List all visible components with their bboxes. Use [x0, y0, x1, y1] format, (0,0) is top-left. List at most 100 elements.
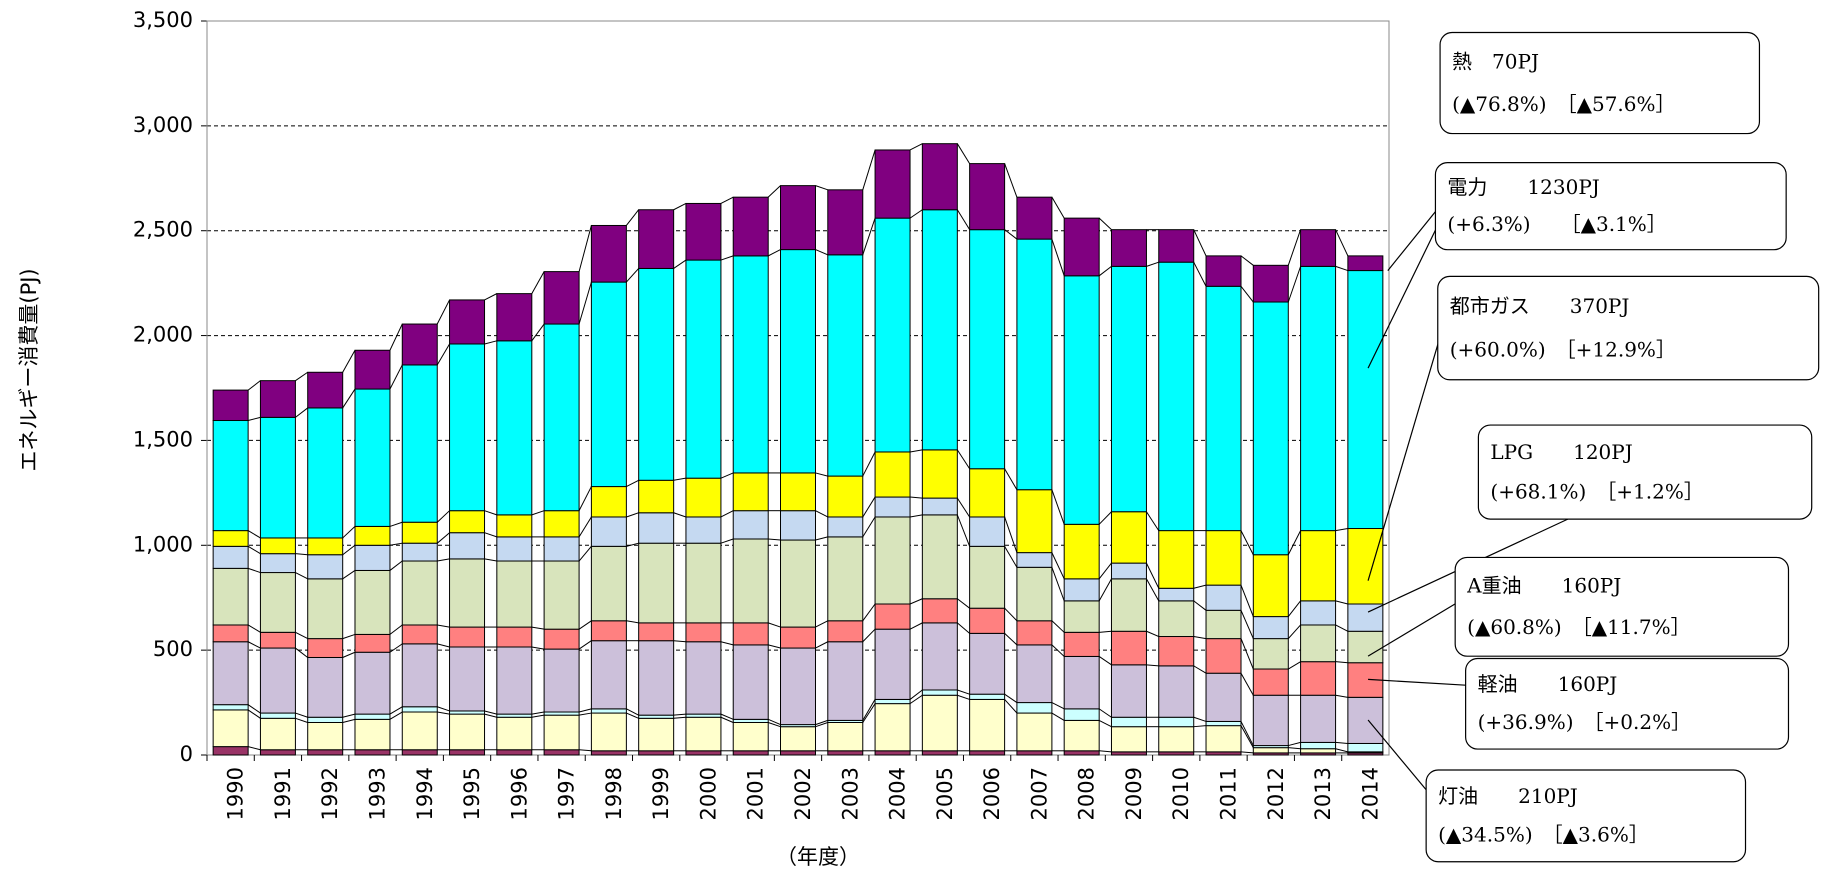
- series-line: [1193, 716, 1207, 722]
- x-tick-label: 1991: [271, 767, 295, 820]
- series-line: [1146, 578, 1160, 602]
- series-line: [862, 628, 876, 643]
- bar-segment: [969, 607, 1006, 634]
- bar-segment: [1016, 620, 1053, 646]
- series-line: [768, 644, 781, 649]
- series-line: [437, 711, 450, 715]
- bar-segment: [1205, 584, 1242, 611]
- series-line: [436, 299, 450, 325]
- bar-segment: [401, 749, 438, 756]
- bar-segment: [1158, 636, 1195, 667]
- bar-segment: [401, 706, 438, 713]
- callout-text: (+6.3%) ［▲3.1%］: [1447, 212, 1666, 236]
- series-line: [1240, 638, 1254, 670]
- series-line: [1146, 511, 1160, 531]
- bar-segment: [496, 626, 533, 648]
- bar-segment: [1063, 708, 1100, 721]
- x-axis-title: （年度）: [776, 845, 860, 869]
- bar-segment: [496, 340, 533, 516]
- series-line: [1335, 748, 1348, 753]
- series-line: [484, 558, 497, 562]
- series-line: [247, 704, 261, 714]
- x-tick-label: 2001: [744, 767, 768, 820]
- series-line: [1146, 664, 1159, 667]
- bar-segment: [307, 578, 344, 640]
- x-tick-label: 1994: [413, 767, 437, 820]
- bar-segment: [449, 510, 486, 534]
- bar-segment: [590, 620, 627, 642]
- y-tick-label: 2,000: [133, 323, 193, 347]
- bar-segment: [874, 496, 911, 518]
- callout-box: [1437, 275, 1820, 381]
- bar-segment: [1016, 566, 1053, 622]
- series-line: [625, 209, 640, 226]
- bar-segment: [921, 209, 958, 451]
- bar-segment: [685, 477, 722, 518]
- bar-segment: [1158, 600, 1195, 638]
- bar-segment: [921, 143, 958, 211]
- series-line: [956, 449, 971, 470]
- series-line: [1099, 630, 1112, 633]
- bar-segment: [496, 646, 533, 715]
- series-line: [815, 719, 828, 726]
- series-line: [1004, 516, 1018, 553]
- bar-segment: [1347, 696, 1384, 744]
- series-line: [1193, 584, 1207, 589]
- series-line: [1240, 285, 1254, 303]
- bar-segment: [354, 544, 391, 571]
- series-line: [1193, 261, 1207, 287]
- series-line: [767, 249, 781, 257]
- bar-segment: [732, 622, 769, 646]
- bar-segment: [1110, 578, 1147, 632]
- series-line: [1098, 265, 1112, 277]
- series-line: [1099, 750, 1112, 753]
- bar-segment: [685, 259, 722, 479]
- x-tick-label: 2005: [933, 767, 957, 820]
- bar-segment: [1063, 275, 1100, 525]
- series-line: [909, 689, 923, 700]
- bar-segment: [259, 416, 296, 539]
- bar-segment: [496, 293, 533, 342]
- series-line: [1240, 255, 1254, 266]
- series-line: [909, 514, 923, 518]
- callout-text: 軽油 160PJ: [1478, 672, 1618, 696]
- series-line: [1240, 725, 1254, 748]
- series-line: [1051, 489, 1065, 525]
- bar-segment: [1300, 600, 1337, 626]
- series-line: [957, 622, 970, 634]
- bar-segment: [449, 646, 486, 712]
- bar-segment: [827, 475, 864, 518]
- bar-segment: [827, 536, 864, 622]
- x-tick-label: 2003: [838, 767, 862, 820]
- bar-segment: [827, 254, 864, 477]
- series-line: [342, 350, 356, 373]
- bar-segment: [1110, 726, 1147, 753]
- bar-segment: [1063, 600, 1100, 633]
- series-line: [815, 249, 828, 256]
- x-tick-label: 2012: [1264, 767, 1288, 820]
- series-line: [956, 209, 971, 230]
- series-line: [1240, 584, 1254, 617]
- series-line: [1193, 229, 1207, 257]
- bar-segment: [401, 711, 438, 751]
- bar-segment: [590, 712, 627, 752]
- bar-segment: [307, 371, 344, 409]
- series-line: [720, 713, 734, 720]
- bar-segment: [921, 694, 958, 752]
- series-line: [1051, 196, 1065, 219]
- callout-text: (▲34.5%) ［▲3.6%］: [1438, 823, 1649, 847]
- bar-segment: [732, 644, 769, 720]
- x-tick-label: 2009: [1122, 767, 1146, 820]
- series-line: [815, 185, 828, 191]
- series-line: [389, 624, 403, 635]
- bar-segment: [638, 542, 675, 624]
- y-tick-label: 3,500: [133, 8, 193, 32]
- series-line: [673, 477, 687, 481]
- series-line: [1193, 600, 1207, 611]
- bar-segment: [638, 750, 675, 756]
- series-line: [720, 716, 734, 723]
- bar-segment: [874, 628, 911, 700]
- bar-segment: [212, 746, 249, 756]
- series-line: [342, 633, 356, 640]
- bar-segment: [874, 516, 911, 605]
